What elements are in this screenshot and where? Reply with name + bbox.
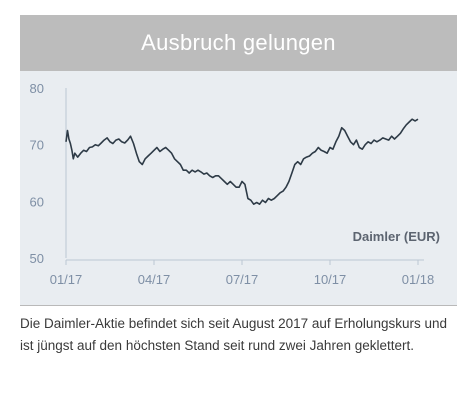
y-tick-label: 70 — [30, 138, 44, 153]
x-tick-label: 01/18 — [402, 272, 435, 287]
x-tick-label: 07/17 — [226, 272, 259, 287]
x-tick-label: 04/17 — [138, 272, 171, 287]
chart-card: Ausbruch gelungen — [20, 15, 457, 305]
daimler-price-line — [65, 118, 419, 205]
y-tick-label: 50 — [30, 251, 44, 266]
y-tick-label: 80 — [30, 81, 44, 96]
x-tick-label: 01/17 — [50, 272, 83, 287]
series-label: Daimler (EUR) — [353, 229, 440, 244]
divider — [20, 305, 457, 306]
y-tick-label: 60 — [30, 194, 44, 209]
y-axis: 50 60 70 80 — [30, 81, 67, 266]
x-tick-label: 10/17 — [314, 272, 347, 287]
caption: Die Daimler-Aktie befindet sich seit Aug… — [20, 316, 447, 353]
chart-title: Ausbruch gelungen — [20, 15, 457, 71]
x-axis: 01/17 04/17 07/17 10/17 01/18 — [50, 259, 435, 287]
